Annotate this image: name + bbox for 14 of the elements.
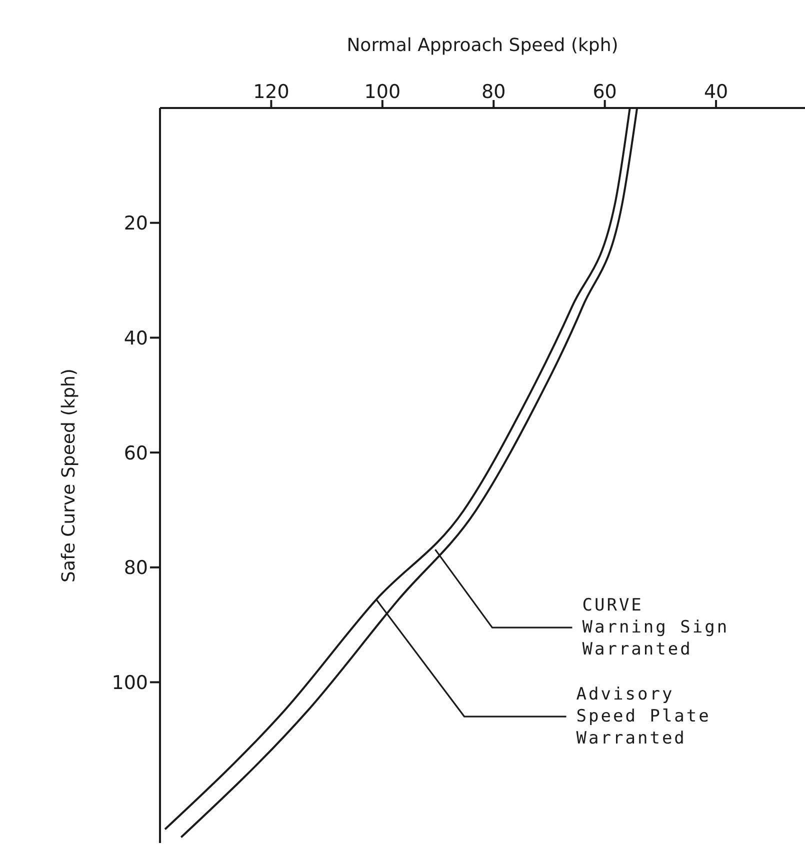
annotation: CURVE Warning Sign Warranted	[582, 595, 730, 660]
y-tick-label: 20	[124, 212, 148, 235]
x-tick-label: 40	[704, 81, 728, 103]
y-tick-label: 80	[124, 557, 148, 580]
y-tick-label: 100	[112, 672, 148, 694]
x-tick-label: 100	[364, 81, 401, 103]
x-tick-label: 60	[592, 81, 617, 103]
x-axis-title: Normal Approach Speed (kph)	[346, 34, 618, 56]
x-tick-label: 120	[253, 81, 290, 103]
y-axis-title: Safe Curve Speed (kph)	[58, 368, 80, 582]
annotation: Advisory Speed Plate Warranted	[576, 684, 711, 748]
x-tick-label: 80	[482, 81, 506, 103]
y-tick-label: 60	[124, 442, 148, 464]
y-tick-label: 40	[124, 327, 148, 350]
